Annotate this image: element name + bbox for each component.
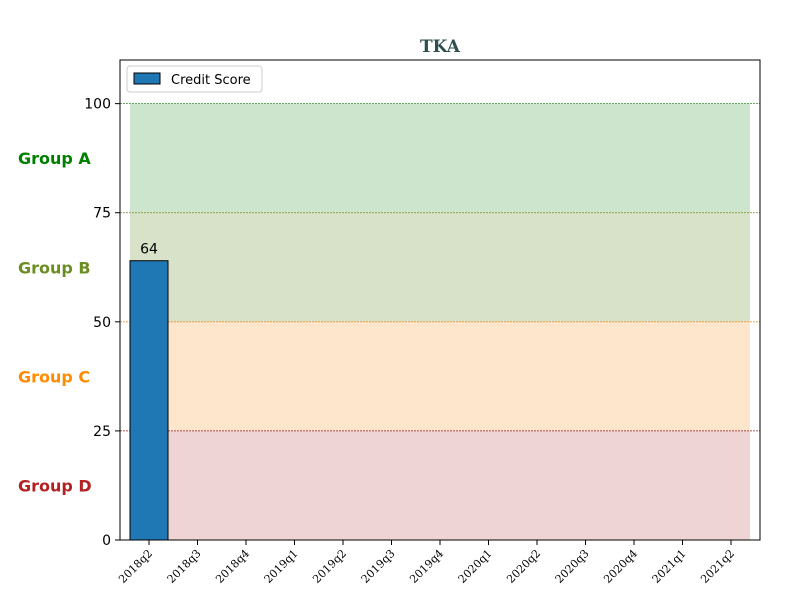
- x-tick-label: 2018q2: [116, 547, 155, 586]
- y-tick-label: 50: [93, 315, 111, 331]
- x-tick-label: 2021q1: [650, 547, 689, 586]
- y-tick-label: 0: [102, 533, 111, 549]
- y-tick-label: 100: [84, 97, 111, 113]
- band-group-a: [130, 103, 750, 213]
- legend-swatch: [133, 72, 161, 85]
- x-tick-label: 2021q2: [698, 547, 737, 586]
- legend-box: [126, 65, 263, 93]
- x-tick-label: 2020q3: [553, 547, 592, 586]
- y-tick-label: 25: [93, 424, 111, 440]
- legend-entry-credit-score: Credit Score: [171, 73, 251, 88]
- bar-2018q2: [129, 260, 169, 541]
- bar-value-label: 64: [140, 242, 158, 258]
- group-labels: Group A Group B Group C Group D: [18, 149, 92, 495]
- y-axis: 0 25 50 75 100: [84, 97, 120, 549]
- band-group-b: [130, 212, 750, 322]
- x-tick-label: 2019q3: [359, 547, 398, 586]
- group-label-group-b: Group B: [18, 258, 91, 277]
- legend: Credit Score: [126, 65, 263, 93]
- x-axis: 2018q2 2018q3 2018q4 2019q1 2019q2 2019q3 2019…: [116, 540, 737, 586]
- y-tick-label: 75: [93, 206, 111, 222]
- x-tick-label: 2020q4: [601, 547, 640, 586]
- x-tick-label: 2019q4: [407, 547, 446, 586]
- x-tick-label: 2018q3: [165, 547, 204, 586]
- group-label-group-a: Group A: [18, 149, 91, 168]
- x-tick-label: 2018q4: [213, 547, 252, 586]
- x-tick-label: 2020q2: [504, 547, 543, 586]
- group-label-group-d: Group D: [18, 476, 92, 495]
- x-tick-label: 2019q1: [262, 547, 301, 586]
- x-tick-label: 2020q1: [456, 547, 495, 586]
- chart-title: TKA: [420, 37, 461, 57]
- band-group-d: [130, 430, 750, 540]
- bars: 64: [129, 242, 169, 541]
- group-bands: [120, 103, 760, 540]
- band-group-c: [130, 321, 750, 431]
- x-tick-label: 2019q2: [310, 547, 349, 586]
- group-label-group-c: Group C: [18, 367, 90, 386]
